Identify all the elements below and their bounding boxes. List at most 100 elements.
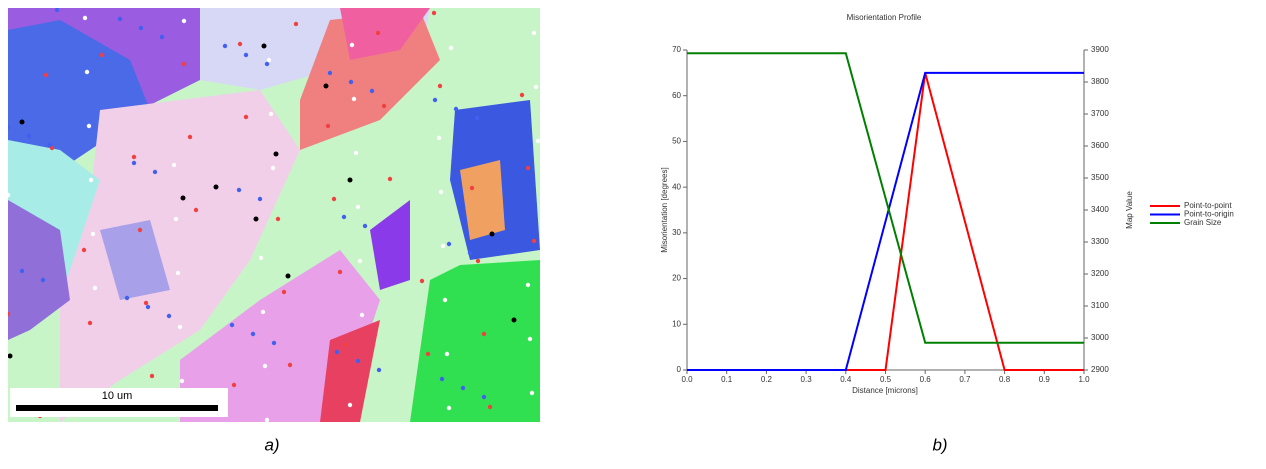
pixel-dot <box>437 136 441 140</box>
y2-tick-label: 3500 <box>1091 173 1109 182</box>
pixel-dot <box>83 16 87 20</box>
x-axis-label: Distance [microns] <box>852 386 918 395</box>
pixel-dot <box>6 125 10 129</box>
pixel-dot <box>118 17 122 21</box>
pixel-dot <box>530 391 534 395</box>
pixel-dot <box>354 151 358 155</box>
pixel-dot <box>263 364 267 368</box>
x-tick-label: 1.0 <box>1078 375 1090 384</box>
pixel-dot <box>91 232 95 236</box>
pixel-dot <box>150 374 154 378</box>
pixel-dot <box>488 405 492 409</box>
pixel-dot <box>439 190 443 194</box>
pixel-dot <box>55 8 59 12</box>
x-tick-label: 0.9 <box>1039 375 1051 384</box>
y-tick-label: 10 <box>672 319 681 328</box>
pixel-dot <box>282 290 286 294</box>
caption: b) <box>932 435 947 454</box>
pixel-dot <box>237 188 241 192</box>
pixel-dot <box>276 217 280 221</box>
pixel-dot <box>447 242 451 246</box>
y-tick-label: 60 <box>672 91 681 100</box>
grain <box>410 260 540 422</box>
pixel-dot <box>230 323 234 327</box>
x-tick-label: 0.8 <box>999 375 1011 384</box>
pixel-dot <box>27 134 31 138</box>
x-tick-label: 0.0 <box>681 375 693 384</box>
pixel-dot <box>267 58 271 62</box>
pixel-dot <box>132 155 136 159</box>
pixel-dot <box>356 359 360 363</box>
y-tick-label: 20 <box>672 274 681 283</box>
pixel-dot <box>352 97 356 101</box>
pixel-dot <box>182 19 186 23</box>
pixel-dot <box>100 53 104 57</box>
pixel-dot <box>272 341 276 345</box>
pixel-dot <box>238 42 242 46</box>
pixel-dot <box>358 259 362 263</box>
pixel-dot <box>167 314 171 318</box>
pixel-dot <box>443 298 447 302</box>
pixel-dot <box>89 178 93 182</box>
grain-marker <box>512 318 517 323</box>
pixel-dot <box>349 80 353 84</box>
pixel-dot <box>338 270 342 274</box>
pixel-dot <box>244 53 248 57</box>
pixel-dot <box>335 350 339 354</box>
pixel-dot <box>244 115 248 119</box>
ebsd-map <box>6 8 540 422</box>
pixel-dot <box>48 143 52 147</box>
pixel-dot <box>232 383 236 387</box>
pixel-dot <box>258 197 262 201</box>
scale-bar <box>16 405 218 411</box>
grain-marker <box>286 274 291 279</box>
x-tick-label: 0.6 <box>920 375 932 384</box>
pixel-dot <box>360 313 364 317</box>
pixel-dot <box>265 62 269 66</box>
grain-marker <box>324 84 329 89</box>
pixel-dot <box>269 112 273 116</box>
pixel-dot <box>153 170 157 174</box>
pixel-dot <box>326 124 330 128</box>
pixel-dot <box>139 26 143 30</box>
pixel-dot <box>144 301 148 305</box>
y2-tick-label: 3200 <box>1091 269 1109 278</box>
pixel-dot <box>6 193 10 197</box>
series-line <box>687 73 1084 370</box>
pixel-dot <box>85 70 89 74</box>
pixel-dot <box>470 186 474 190</box>
pixel-dot <box>160 35 164 39</box>
pixel-dot <box>138 228 142 232</box>
y2-tick-label: 3000 <box>1091 333 1109 342</box>
pixel-dot <box>532 31 536 35</box>
pixel-dot <box>251 332 255 336</box>
x-tick-label: 0.1 <box>721 375 733 384</box>
pixel-dot <box>132 161 136 165</box>
pixel-dot <box>288 363 292 367</box>
pixel-dot <box>178 325 182 329</box>
pixel-dot <box>370 89 374 93</box>
y2-tick-label: 3600 <box>1091 141 1109 150</box>
y2-tick-label: 3100 <box>1091 301 1109 310</box>
pixel-dot <box>476 259 480 263</box>
pixel-dot <box>438 84 442 88</box>
pixel-dot <box>176 271 180 275</box>
pixel-dot <box>536 139 540 143</box>
pixel-dot <box>20 269 24 273</box>
pixel-dot <box>376 31 380 35</box>
pixel-dot <box>342 215 346 219</box>
pixel-dot <box>520 93 524 97</box>
pixel-dot <box>475 116 479 120</box>
grain-marker <box>348 178 353 183</box>
y-tick-label: 30 <box>672 228 681 237</box>
x-tick-label: 0.5 <box>880 375 892 384</box>
pixel-dot <box>528 337 532 341</box>
pixel-dot <box>41 278 45 282</box>
pixel-dot <box>526 283 530 287</box>
y2-tick-label: 3800 <box>1091 77 1109 86</box>
y-tick-label: 50 <box>672 137 681 146</box>
scale-bar-label: 10 um <box>102 390 133 402</box>
pixel-dot <box>88 321 92 325</box>
pixel-dot <box>146 305 150 309</box>
x-tick-label: 0.7 <box>959 375 971 384</box>
